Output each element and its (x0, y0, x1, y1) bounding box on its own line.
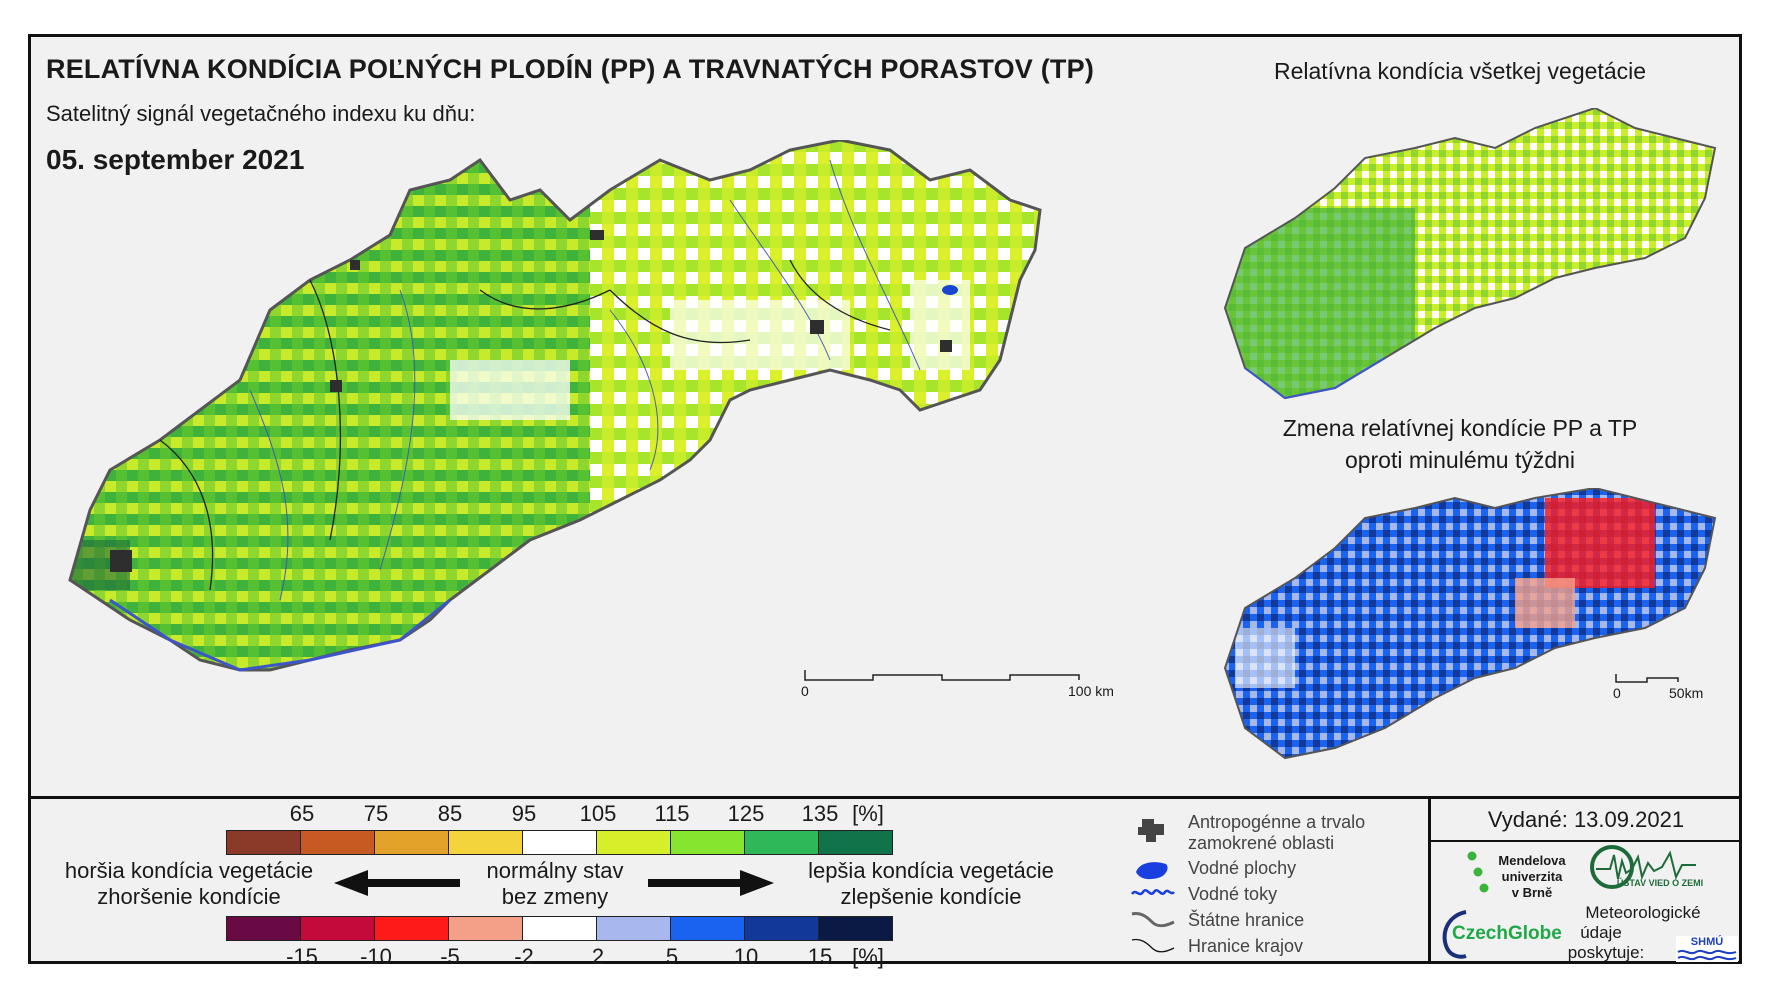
change-map-title-line2: oproti minulému týždni (1344, 447, 1576, 473)
condition-tick: 95 (511, 801, 537, 826)
change-swatch (744, 916, 819, 941)
change-tick: 5 (665, 944, 679, 969)
meteo-line1: Meteorologické (1585, 903, 1701, 922)
change-swatch (522, 916, 597, 941)
condition-tick: 135 (801, 801, 839, 826)
water-body-icon (1136, 862, 1168, 880)
condition-swatch (670, 830, 745, 855)
worse-label-line2: zhoršenie kondície (97, 884, 281, 909)
czechglobe-arc-icon (1442, 910, 1467, 959)
main-scalebar-end: 100 km (1068, 683, 1114, 699)
change-tick: -10 (360, 944, 392, 969)
legend-region-border-label: Hranice krajov (1188, 936, 1304, 956)
condition-swatch (374, 830, 449, 855)
condition-tick: 85 (437, 801, 463, 826)
small-scalebar-end: 50km (1669, 685, 1704, 701)
shmu-label: SHMÚ (1690, 936, 1724, 948)
legend-state-border-label: Štátne hranice (1188, 910, 1305, 930)
change-tick: 15 (807, 944, 833, 969)
ustav-label: ÚSTAV VIED O ZEMI (1616, 878, 1704, 888)
region-border-icon (1131, 938, 1175, 953)
change-tick: 2 (591, 944, 605, 969)
condition-swatch (818, 830, 893, 855)
condition-swatch (596, 830, 671, 855)
better-label-line1: lepšia kondícia vegetácie (808, 858, 1054, 883)
condition-unit: [%] (852, 801, 884, 826)
issued-date: Vydané: 13.09.2021 (1430, 800, 1742, 842)
change-tick: -2 (514, 944, 534, 969)
main-scalebar-start: 0 (801, 683, 809, 699)
state-border-icon (1131, 912, 1175, 928)
condition-tick: 125 (727, 801, 765, 826)
legend-river-label: Vodné toky (1188, 884, 1278, 904)
change-tick: 10 (733, 944, 759, 969)
vegetation-map-title: Relatívna kondícia všetkej vegetácie (1273, 58, 1647, 84)
better-arrow-icon (648, 870, 774, 896)
main-map (68, 140, 1042, 672)
change-swatch (300, 916, 375, 941)
condition-swatch (744, 830, 819, 855)
change-swatch (596, 916, 671, 941)
legend-urban-label: Antropogénne a trvalo zamokrené oblasti (1188, 812, 1366, 853)
change-tick: -15 (286, 944, 318, 969)
condition-tick: 65 (289, 801, 315, 826)
condition-colorbar (226, 830, 893, 855)
worse-label-line1: horšia kondícia vegetácie (64, 858, 314, 883)
mendel-line2: univerzita (1501, 869, 1563, 884)
change-map-title-line1: Zmena relatívnej kondície PP a TP (1282, 415, 1638, 441)
change-map (1223, 488, 1717, 760)
mendel-dots-icon (1467, 851, 1489, 893)
map-title: RELATÍVNA KONDÍCIA POĽNÝCH PLODÍN (PP) A… (46, 54, 1095, 84)
map-subtitle: Satelitný signál vegetačného indexu ku d… (46, 101, 476, 126)
condition-swatch (448, 830, 523, 855)
river-icon (1130, 889, 1175, 896)
mendel-line3: v Brně (1511, 885, 1553, 900)
shmu-waves-icon (1676, 936, 1738, 962)
change-unit: [%] (852, 944, 884, 969)
change-swatch (226, 916, 301, 941)
logo-divider (1428, 797, 1431, 964)
vegetation-map (1223, 108, 1717, 400)
meteo-line3: poskytuje: (1567, 943, 1645, 962)
condition-tick: 75 (363, 801, 389, 826)
czechglobe-label: CzechGlobe (1452, 923, 1562, 944)
normal-label-line2: bez zmeny (501, 884, 609, 909)
worse-arrow-icon (334, 870, 460, 896)
ustav-seismograph-icon (1590, 845, 1696, 889)
normal-label-line1: normálny stav (486, 858, 624, 883)
legend-water-body-label: Vodné plochy (1188, 858, 1297, 878)
better-label-line2: zlepšenie kondície (840, 884, 1022, 909)
small-scalebar (1615, 674, 1679, 683)
change-swatch (818, 916, 893, 941)
mendel-line1: Mendelova (1498, 853, 1566, 868)
condition-swatch (522, 830, 597, 855)
meteo-line2: údaje (1580, 923, 1622, 942)
main-scalebar (804, 670, 1080, 681)
condition-swatch (226, 830, 301, 855)
map-date: 05. september 2021 (46, 144, 305, 175)
condition-tick: 115 (654, 801, 690, 826)
change-swatch (670, 916, 745, 941)
condition-swatch (300, 830, 375, 855)
change-tick: -5 (440, 944, 460, 969)
legend-divider (28, 796, 1742, 799)
change-colorbar (226, 916, 893, 941)
change-swatch (374, 916, 449, 941)
change-map-title: Zmena relatívnej kondície PP a TP oproti… (1180, 412, 1740, 476)
urban-area-icon (1138, 819, 1164, 842)
change-swatch (448, 916, 523, 941)
small-scalebar-start: 0 (1613, 685, 1621, 701)
condition-tick: 105 (579, 801, 617, 826)
